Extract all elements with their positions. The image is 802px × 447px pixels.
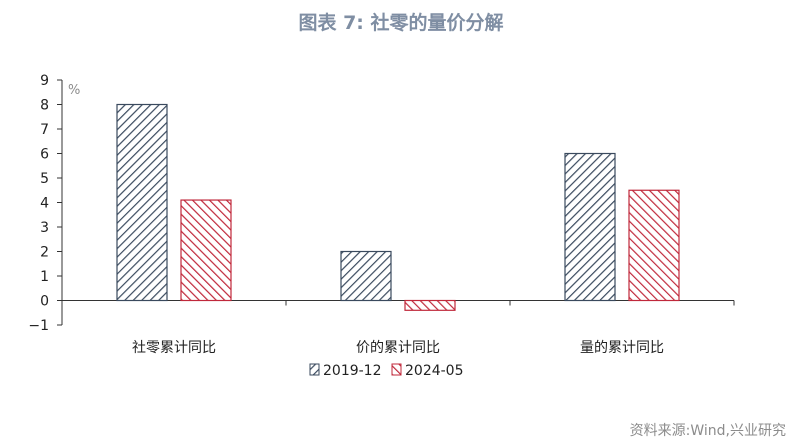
x-category-label: 价的累计同比 xyxy=(356,340,440,356)
x-category-label: 社零累计同比 xyxy=(132,340,216,356)
source-note: 资料来源:Wind,兴业研究 xyxy=(629,423,786,439)
y-tick-label: −1 xyxy=(28,318,49,334)
bar-2024-05 xyxy=(404,299,456,311)
y-tick-label: 6 xyxy=(40,147,49,163)
legend-label: 2019-12 xyxy=(323,363,382,379)
bar-2024-05 xyxy=(180,199,232,302)
y-tick-label: 7 xyxy=(40,122,49,138)
y-axis-unit-label: % xyxy=(68,83,80,98)
y-tick-label: 2 xyxy=(40,245,49,261)
y-tick-label: 0 xyxy=(40,294,49,310)
y-tick-label: 4 xyxy=(40,196,49,212)
y-tick-label: 5 xyxy=(40,171,49,187)
bar-2019-12 xyxy=(340,250,392,302)
chart-title: 图表 7: 社零的量价分解 xyxy=(298,12,504,34)
y-tick-label: 9 xyxy=(40,73,49,89)
bar-2019-12 xyxy=(564,152,616,302)
y-tick-label: 1 xyxy=(40,269,49,285)
legend-swatch xyxy=(391,363,402,376)
bar-2019-12 xyxy=(116,103,168,302)
x-category-label: 量的累计同比 xyxy=(580,340,664,356)
legend-label: 2024-05 xyxy=(405,363,464,379)
y-tick-label: 8 xyxy=(40,98,49,114)
bar-2024-05 xyxy=(628,189,680,302)
legend-swatch xyxy=(309,363,320,376)
y-tick-label: 3 xyxy=(40,220,49,236)
